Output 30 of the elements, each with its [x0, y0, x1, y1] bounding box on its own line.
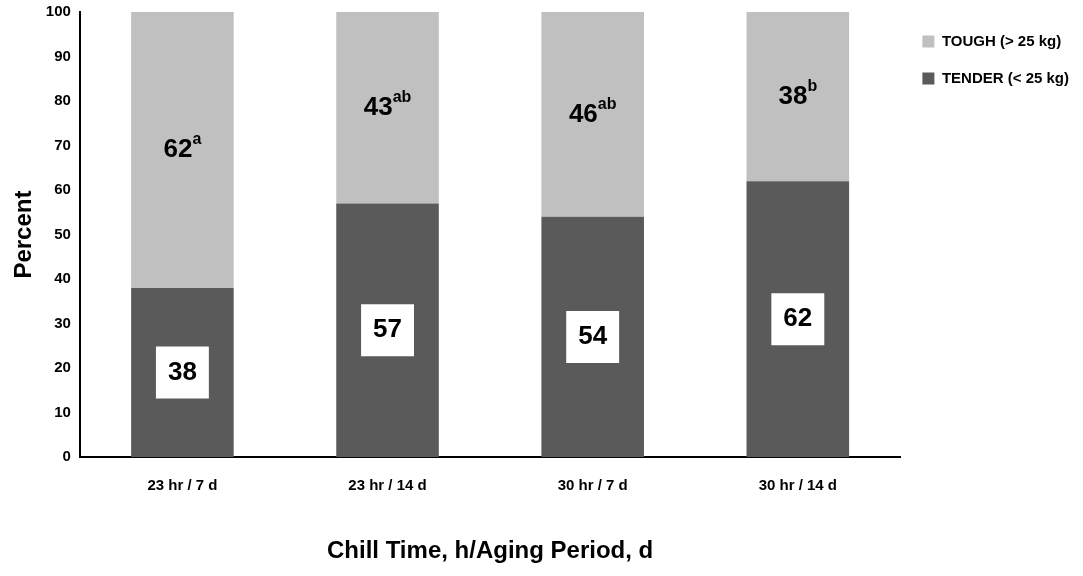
bar — [336, 203, 439, 458]
bar — [336, 12, 439, 204]
x-tick-label: 23 hr / 7 d — [147, 476, 218, 494]
y-axis-title: Percent — [9, 190, 37, 279]
legend-label: TOUGH (> 25 kg) — [941, 31, 1062, 49]
y-tick-label: 30 — [54, 313, 71, 331]
y-tick-label: 0 — [62, 447, 71, 465]
x-axis-title: Chill Time, h/Aging Period, d — [326, 536, 654, 564]
data-label: 57 — [373, 313, 402, 344]
y-tick-label: 60 — [54, 180, 71, 198]
y-tick-label: 90 — [54, 46, 71, 64]
legend-label: TENDER (< 25 kg) — [941, 68, 1070, 86]
data-label: 62 — [783, 302, 813, 333]
x-tick-label: 23 hr / 14 d — [348, 476, 427, 494]
bar — [541, 12, 644, 217]
y-tick-label: 40 — [54, 269, 71, 287]
bar — [541, 216, 644, 458]
data-label: 38 — [167, 355, 197, 386]
y-tick-label: 50 — [54, 224, 71, 242]
y-tick-label: 10 — [54, 402, 71, 420]
y-tick-label: 70 — [54, 135, 71, 153]
y-tick-label: 100 — [45, 2, 71, 20]
y-tick-label: 80 — [54, 91, 71, 109]
bar — [131, 12, 234, 289]
x-tick-label: 30 hr / 7 d — [557, 476, 628, 494]
bar — [746, 181, 850, 458]
data-label: 54 — [578, 320, 608, 351]
bar — [746, 12, 850, 182]
x-tick-label: 30 hr / 14 d — [758, 476, 838, 494]
y-tick-label: 20 — [54, 358, 71, 376]
